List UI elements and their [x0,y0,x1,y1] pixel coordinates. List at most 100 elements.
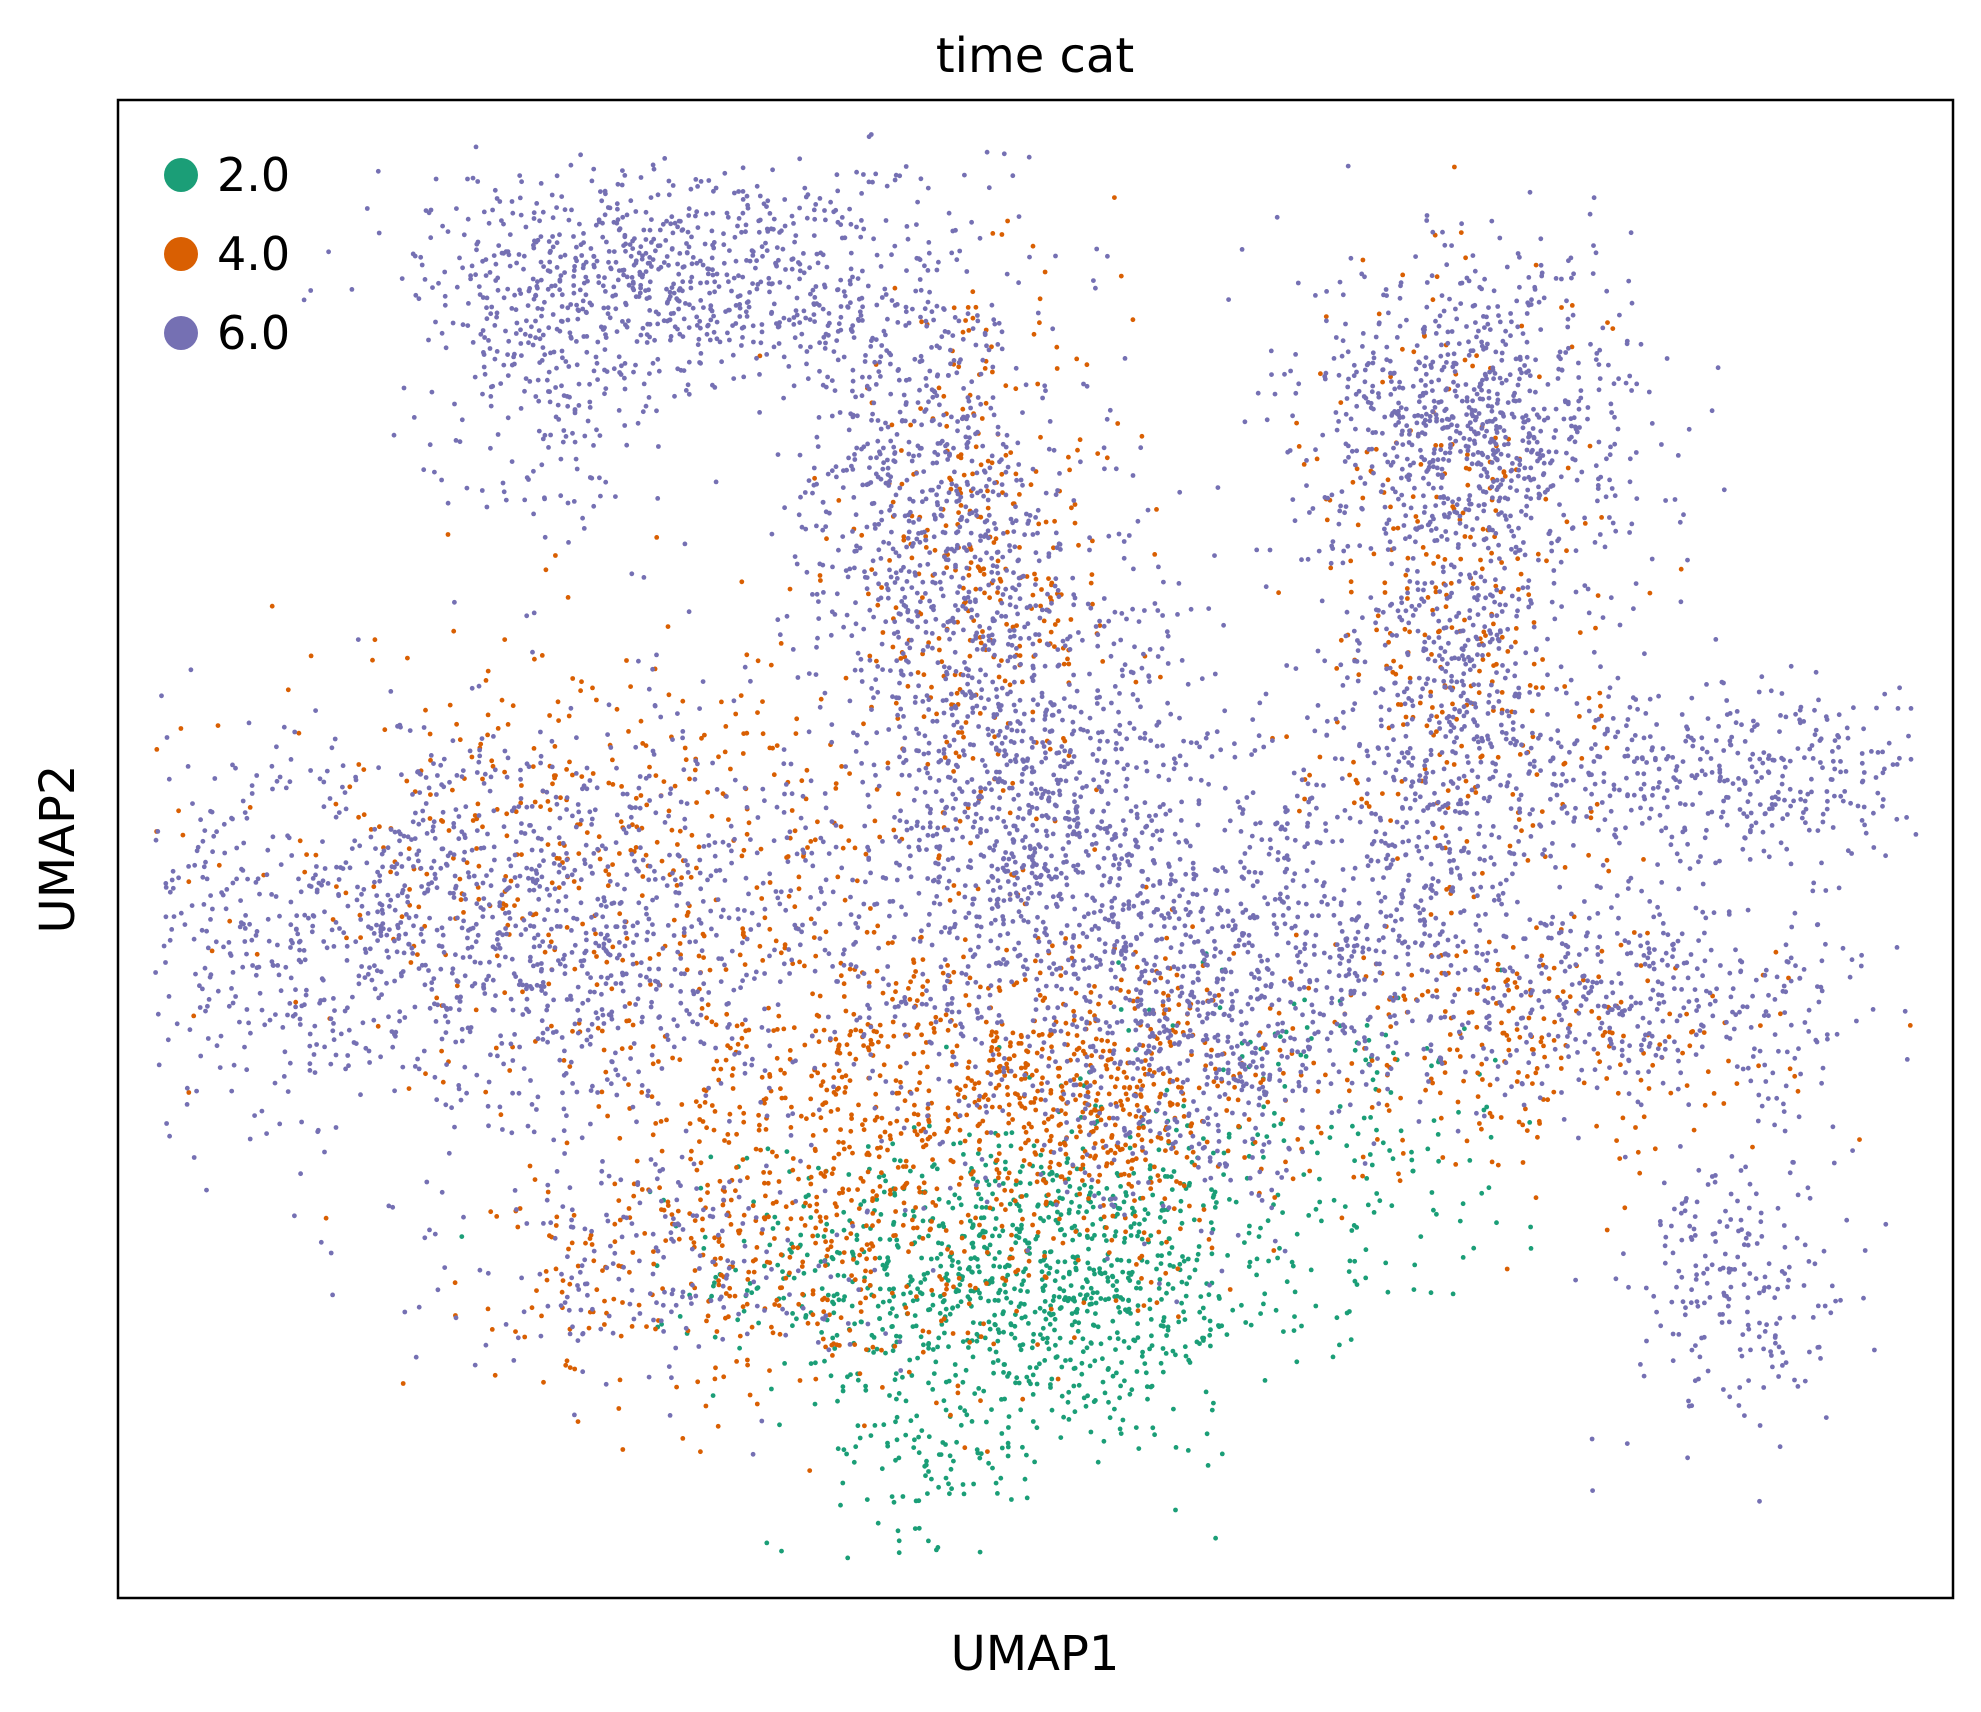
data-point [831,1310,837,1316]
data-point [1056,1073,1062,1079]
data-point [361,887,367,892]
data-point [719,1243,725,1248]
data-point [307,1061,313,1067]
data-point [1328,565,1334,571]
data-point [998,1475,1004,1481]
data-point [1164,1333,1169,1338]
data-point [1492,1057,1498,1063]
data-point [902,1207,908,1213]
data-point [872,1423,878,1428]
data-point [1360,495,1366,501]
data-point [289,853,295,858]
data-point [902,1212,908,1218]
data-point [754,850,760,856]
data-point [1402,626,1408,632]
data-point [1052,518,1057,524]
data-point [1181,1258,1187,1264]
data-point [883,1350,888,1356]
data-point [500,932,505,938]
data-point [1387,1148,1392,1153]
data-point [192,862,198,868]
data-point [1227,1287,1233,1292]
data-point [585,971,590,976]
data-point [943,1012,949,1018]
data-point [585,997,591,1003]
data-point [892,1190,897,1196]
data-point [802,1223,808,1228]
data-point [1236,1123,1241,1129]
data-point [1133,679,1139,685]
data-point [672,967,678,972]
data-point [942,1291,947,1297]
data-point [608,1081,614,1087]
data-point [1520,1160,1526,1165]
data-point [763,1127,769,1132]
data-point [1116,1305,1121,1310]
data-point [989,1276,995,1281]
data-point [429,865,434,871]
data-point [1055,1209,1060,1215]
data-point [760,786,766,792]
data-point [1425,1146,1431,1152]
data-point [870,1197,876,1202]
data-point [841,981,847,987]
data-point [617,1377,623,1383]
data-point [202,965,208,971]
data-point [951,305,957,311]
data-point [1212,1189,1218,1195]
data-point [769,1324,774,1330]
data-point [845,1555,851,1561]
data-point [473,1007,479,1013]
data-point [1430,1080,1435,1086]
data-point [712,1235,717,1241]
data-point [961,472,967,478]
data-point [1134,1102,1140,1108]
data-point [890,1019,896,1025]
data-point [539,874,545,880]
data-point [1388,504,1393,510]
data-point [1444,760,1450,765]
data-point [176,875,182,881]
data-point [602,1298,607,1304]
data-point [208,808,213,814]
data-point [932,1131,937,1137]
data-point [744,972,749,978]
data-point [993,1216,999,1221]
data-point [955,1259,961,1265]
data-point [843,675,849,681]
data-point [603,981,609,987]
data-point [741,1119,747,1125]
data-point [883,1079,889,1084]
data-point [1262,1378,1268,1383]
data-point [949,1250,954,1256]
data-point [919,1428,925,1433]
data-point [518,796,524,801]
data-point [858,1309,864,1314]
data-point [598,931,604,937]
data-point [840,1259,845,1265]
data-point [617,940,622,945]
data-point [520,989,525,995]
data-point [976,1097,982,1103]
data-point [970,756,976,761]
data-point [1161,1323,1166,1329]
data-point [452,1280,458,1286]
data-point [1157,1178,1162,1183]
data-point [747,1392,753,1398]
data-point [877,1073,883,1079]
data-point [854,1260,860,1266]
data-point [1108,1000,1113,1006]
data-point [547,807,553,813]
data-point [767,880,773,885]
data-point [336,810,342,815]
data-point [813,1240,818,1246]
data-point [822,1174,828,1179]
data-point [469,754,475,760]
data-point [683,757,689,763]
data-point [293,999,299,1005]
data-point [1136,1125,1142,1131]
data-point [1043,1180,1049,1186]
data-point [1092,1141,1098,1146]
data-point [226,940,232,945]
data-point [1090,1204,1096,1210]
